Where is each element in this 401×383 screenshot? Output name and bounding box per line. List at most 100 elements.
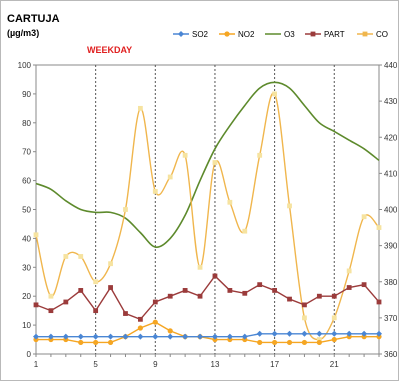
point-part [78,288,84,293]
point-part [48,308,54,314]
point-co [227,199,233,205]
point-so2 [226,333,233,340]
point-so2 [361,330,368,337]
point-co [257,152,263,158]
y-right-tick-label: 400 [384,206,398,215]
point-part [242,290,248,296]
y-left-tick-label: 100 [18,61,32,70]
point-so2 [182,333,189,340]
point-no2 [78,339,84,346]
point-so2 [197,333,204,340]
point-part [137,316,143,322]
point-so2 [122,333,129,340]
point-part [33,302,39,308]
point-so2 [271,330,278,337]
y-right-tick-label: 440 [384,61,398,70]
point-part [93,308,99,314]
y-right-tick-label: 430 [384,97,398,106]
y-left-tick-label: 30 [22,263,31,272]
y-left-tick-label: 40 [22,234,31,243]
legend-label-o3: O3 [284,30,295,39]
point-part [272,288,278,293]
legend-marker-so2 [178,31,184,37]
point-co [48,293,54,299]
y-left-tick-label: 10 [22,321,31,330]
point-no2 [272,339,278,346]
y-left-tick-label: 80 [22,119,31,128]
point-co [182,152,188,158]
point-part [212,273,218,279]
point-no2 [316,339,322,346]
point-no2 [257,339,263,346]
point-so2 [376,330,382,337]
point-co [167,174,173,180]
point-so2 [286,330,293,337]
point-so2 [346,330,353,337]
point-part [346,285,352,290]
x-tick-label: 13 [211,360,220,369]
point-so2 [331,330,338,337]
y-left-tick-label: 60 [22,177,31,186]
y-left-tick-label: 50 [22,206,31,215]
y-right-tick-label: 370 [384,314,398,323]
y-right-tick-label: 420 [384,133,398,142]
point-so2 [62,333,69,340]
x-tick-label: 5 [93,360,98,369]
point-co [376,225,382,230]
point-so2 [301,330,308,337]
y-left-tick-label: 90 [22,90,31,99]
y-left-tick-label: 0 [27,350,32,359]
point-part [63,299,69,305]
point-co [33,232,39,238]
point-co [316,337,322,342]
point-co [287,203,292,209]
point-co [108,261,113,267]
point-co [302,315,307,321]
point-part [302,302,307,308]
point-no2 [286,339,293,346]
plot-border [35,64,380,355]
legend-label-co: CO [376,30,388,39]
x-tick-label: 17 [270,360,279,369]
legend: SO2 NO2 O3 PART CO [173,30,388,39]
point-no2 [107,339,114,346]
point-co [93,279,99,285]
point-so2 [92,333,99,340]
legend-marker-co [362,31,368,37]
point-part [108,285,113,290]
point-so2 [152,333,159,340]
point-no2 [167,328,173,334]
plot-area: 0 10 20 30 40 50 60 70 80 90 100 360 370 380 390 400 410… [18,31,398,369]
point-part [257,282,263,288]
point-no2 [93,339,99,346]
x-tick-label: 9 [153,360,158,369]
point-no2 [301,339,308,346]
chart-title: CARTUJA [7,13,60,25]
y-right-tick-label: 360 [384,350,398,359]
legend-label-part: PART [324,30,345,39]
point-part [152,299,158,305]
x-tick-label: 1 [34,360,39,369]
point-co [197,264,203,270]
point-co [361,214,367,220]
point-co [123,207,128,212]
point-co [212,160,218,165]
series-line-part [35,274,380,321]
point-so2 [107,333,114,340]
legend-marker-part [310,31,316,37]
point-co [331,315,337,321]
weekday-annotation: WEEKDAY [87,45,132,55]
legend-label-no2: NO2 [238,30,255,39]
point-co [272,91,278,97]
y-right-tick-label: 380 [384,278,398,287]
point-co [346,268,352,274]
point-so2 [33,333,39,340]
point-part [123,311,128,316]
point-part [361,282,367,288]
point-part [316,293,322,299]
y-left-tick-label: 70 [22,148,31,157]
point-no2 [331,336,337,343]
point-co [63,254,69,259]
